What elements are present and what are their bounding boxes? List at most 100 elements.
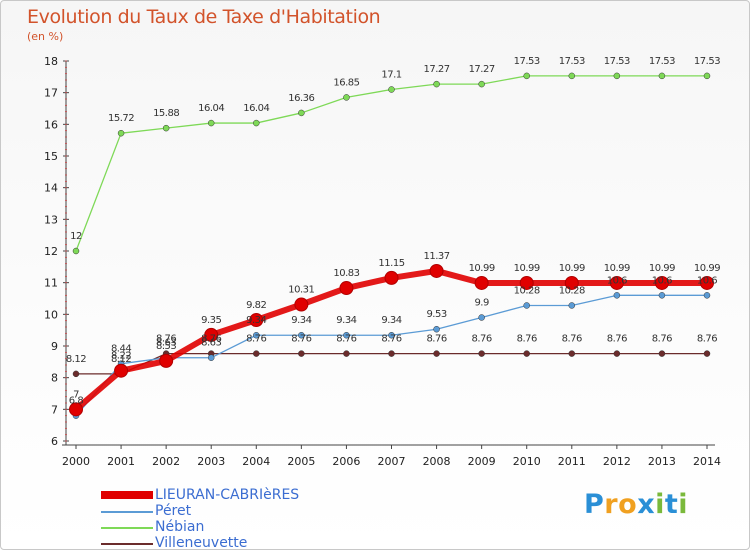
legend-label: Villeneuvette <box>155 535 248 551</box>
data-point-2 <box>658 72 666 80</box>
data-label-2: 15.72 <box>108 113 134 124</box>
data-label-3: 8.76 <box>381 334 401 345</box>
logo-letter: i <box>678 489 689 520</box>
data-point-1 <box>253 331 260 339</box>
data-label-2: 17.53 <box>514 56 540 67</box>
data-label-3: 8.76 <box>336 334 356 345</box>
data-label-1: 9.34 <box>381 315 401 326</box>
y-tick-label: 8 <box>51 372 58 385</box>
legend-item: Villeneuvette <box>101 535 361 551</box>
data-point-3 <box>478 350 485 357</box>
y-tick-label: 6 <box>51 435 58 448</box>
logo-letter: i <box>655 489 665 520</box>
data-point-0 <box>609 275 624 290</box>
data-label-3: 8.76 <box>246 334 266 345</box>
y-tick-label: 15 <box>44 150 58 163</box>
legend-label: Péret <box>155 503 192 519</box>
legend-item: Nébian <box>101 519 361 535</box>
data-point-1 <box>613 292 621 299</box>
x-tick-label: 2004 <box>242 455 270 468</box>
data-label-1: 9.53 <box>426 309 446 320</box>
data-label-0: 11.15 <box>378 258 404 269</box>
legend-item: Péret <box>101 503 361 519</box>
legend-label: Nébian <box>155 519 205 535</box>
data-point-1 <box>478 314 485 321</box>
y-tick-label: 9 <box>51 340 58 353</box>
data-point-3 <box>568 350 576 357</box>
data-point-1 <box>433 325 440 333</box>
data-point-2 <box>207 119 215 127</box>
data-label-3: 8.76 <box>607 334 627 345</box>
data-label-1: 8.63 <box>156 338 176 349</box>
data-label-2: 15.88 <box>153 108 179 119</box>
data-label-2: 17.53 <box>649 56 675 67</box>
data-point-3 <box>433 350 440 357</box>
data-label-3: 8.12 <box>66 354 86 365</box>
data-point-2 <box>523 72 530 80</box>
data-label-1: 9.34 <box>336 315 356 326</box>
data-label-1: 8.44 <box>111 344 131 355</box>
legend-swatch <box>101 511 153 513</box>
data-label-2: 16.36 <box>288 93 314 104</box>
data-point-1 <box>298 331 305 339</box>
data-point-2 <box>343 94 350 101</box>
legend-swatch <box>101 491 153 499</box>
data-point-2 <box>298 109 305 117</box>
y-tick-label: 7 <box>51 403 58 416</box>
data-label-0: 10.99 <box>514 263 540 274</box>
x-tick-label: 2011 <box>558 455 586 468</box>
data-label-1: 8.63 <box>201 338 221 349</box>
y-tick-label: 14 <box>44 182 58 195</box>
y-tick-label: 12 <box>44 245 58 258</box>
legend-swatch <box>101 543 153 545</box>
data-label-3: 8.76 <box>201 334 221 345</box>
x-tick-label: 2003 <box>197 455 225 468</box>
data-point-0 <box>384 270 399 285</box>
data-label-0: 10.99 <box>559 263 585 274</box>
x-tick-label: 2002 <box>152 455 180 468</box>
data-point-1 <box>343 331 350 339</box>
data-point-2 <box>478 80 485 88</box>
data-point-0 <box>474 275 489 290</box>
data-point-2 <box>433 80 440 88</box>
data-label-3: 8.12 <box>111 354 131 365</box>
data-point-0 <box>69 402 83 417</box>
data-point-0 <box>294 297 309 312</box>
x-tick-label: 2007 <box>378 455 406 468</box>
data-point-0 <box>159 353 174 368</box>
data-point-1 <box>207 354 215 361</box>
data-point-0 <box>519 275 534 290</box>
data-point-3 <box>72 370 80 378</box>
data-label-2: 17.27 <box>469 64 495 75</box>
data-label-3: 8.76 <box>472 334 492 345</box>
data-label-3: 8.76 <box>156 334 176 345</box>
logo-letter: o <box>618 489 638 520</box>
data-point-1 <box>703 292 711 299</box>
legend: LIEURAN-CABRIèRES Péret Nébian Villeneuvett… <box>101 487 361 551</box>
chart-title: Evolution du Taux de Taxe d'Habitation <box>27 6 381 28</box>
data-point-2 <box>703 72 711 80</box>
data-point-3 <box>343 350 350 357</box>
data-label-1: 9.34 <box>246 315 266 326</box>
data-point-0 <box>700 275 714 290</box>
data-label-2: 17.53 <box>604 56 630 67</box>
data-label-0: 10.99 <box>694 263 720 274</box>
data-label-0: 10.99 <box>649 263 675 274</box>
data-label-2: 17.53 <box>559 56 585 67</box>
data-point-2 <box>613 72 621 80</box>
data-point-0 <box>114 363 129 378</box>
data-label-0: 8.22 <box>111 351 131 362</box>
data-label-0: 9.35 <box>201 315 221 326</box>
data-label-3: 8.76 <box>426 334 446 345</box>
data-point-1 <box>388 331 395 339</box>
x-tick-label: 2005 <box>287 455 315 468</box>
data-point-0 <box>204 327 219 342</box>
data-label-1: 10.6 <box>652 275 672 286</box>
data-label-0: 11.37 <box>424 251 450 262</box>
data-point-3 <box>388 350 395 357</box>
x-tick-label: 2006 <box>332 455 360 468</box>
y-tick-label: 13 <box>44 213 58 226</box>
data-label-1: 10.6 <box>607 275 627 286</box>
data-label-1: 10.28 <box>559 285 585 296</box>
